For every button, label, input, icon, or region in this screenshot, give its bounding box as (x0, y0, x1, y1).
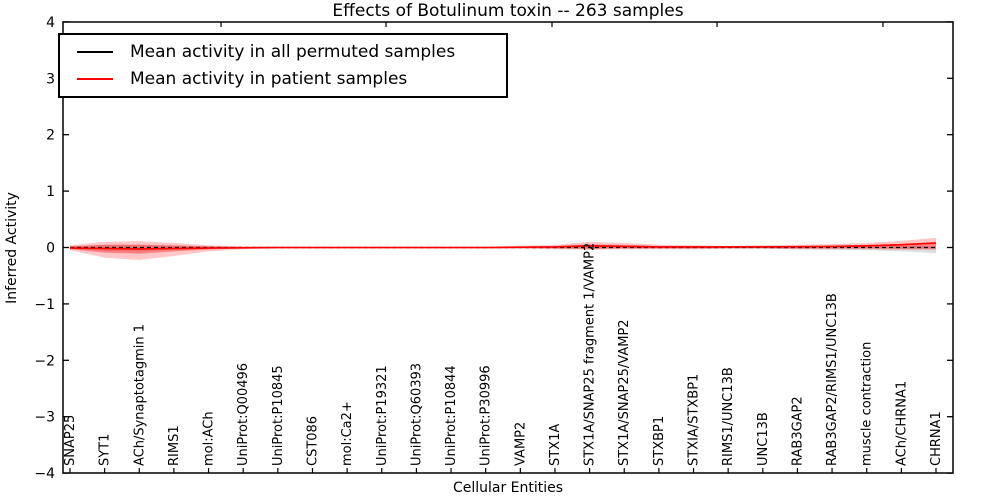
chart-title: Effects of Botulinum toxin -- 263 sample… (332, 1, 684, 21)
legend-label-patient: Mean activity in patient samples (130, 69, 408, 90)
x-tick-label: SNAP25 (63, 415, 78, 466)
y-tick-label: 1 (46, 184, 55, 200)
legend-item-patient: Mean activity in patient samples (60, 69, 506, 89)
x-tick-label: UNC13B (756, 412, 771, 466)
legend-line-permuted (77, 50, 113, 53)
y-tick-label: −3 (34, 410, 55, 426)
patient-std-band-outer (70, 237, 936, 260)
x-tick-label: UniProt:Q00496 (236, 363, 251, 466)
permuted-std-band (70, 244, 936, 254)
x-tick-label: RIMS1/UNC13B (721, 367, 736, 466)
x-tick-label: mol:ACh (202, 411, 217, 466)
x-tick-label: UniProt:Q60393 (409, 363, 424, 466)
x-tick-label: STX1A (548, 424, 563, 466)
y-tick-label: −2 (34, 353, 55, 369)
y-tick-label: −4 (34, 466, 55, 482)
x-tick-label: CHRNA1 (929, 411, 944, 466)
x-tick-label: mol:Ca2+ (340, 401, 355, 466)
x-tick-label: UniProt:P10845 (271, 365, 286, 466)
y-tick-label: −1 (34, 297, 55, 313)
x-tick-label: VAMP2 (513, 422, 528, 466)
x-tick-label: ACh/CHRNA1 (894, 381, 909, 466)
x-tick-label: STXBP1 (652, 416, 667, 466)
x-tick-label: RIMS1 (167, 425, 182, 466)
legend: Mean activity in all permuted samples Me… (58, 33, 508, 98)
x-tick-label: muscle contraction (860, 342, 875, 466)
series-line-patient (69, 242, 937, 250)
x-tick-label: UniProt:P10844 (444, 365, 459, 466)
x-tick-label: STX1A/SNAP25 fragment 1/VAMP2 (583, 243, 598, 466)
x-tick-label: CST086 (305, 416, 320, 466)
x-tick-label: RAB3GAP2 (790, 396, 805, 466)
y-tick-label: 0 (46, 241, 55, 257)
legend-line-patient (77, 78, 113, 81)
x-tick-label: UniProt:P19321 (375, 365, 390, 466)
x-tick-label: SYT1 (98, 434, 113, 466)
legend-item-permuted: Mean activity in all permuted samples (60, 42, 506, 62)
y-tick-label: 3 (46, 71, 55, 87)
x-tick-label: STX1A/SNAP25/VAMP2 (617, 319, 632, 466)
x-axis-label: Cellular Entities (452, 480, 564, 496)
x-tick-label: UniProt:P30996 (479, 365, 494, 466)
y-tick-label: 4 (46, 15, 55, 31)
x-tick-label: RAB3GAP2/RIMS1/UNC13B (825, 293, 840, 466)
x-tick-label: STXIA/STXBP1 (687, 374, 702, 466)
x-tick-label: ACh/Synaptotagmin 1 (132, 324, 147, 466)
legend-label-permuted: Mean activity in all permuted samples (130, 41, 456, 62)
y-axis-label: Inferred Activity (4, 192, 20, 304)
y-tick-label: 2 (46, 128, 55, 144)
